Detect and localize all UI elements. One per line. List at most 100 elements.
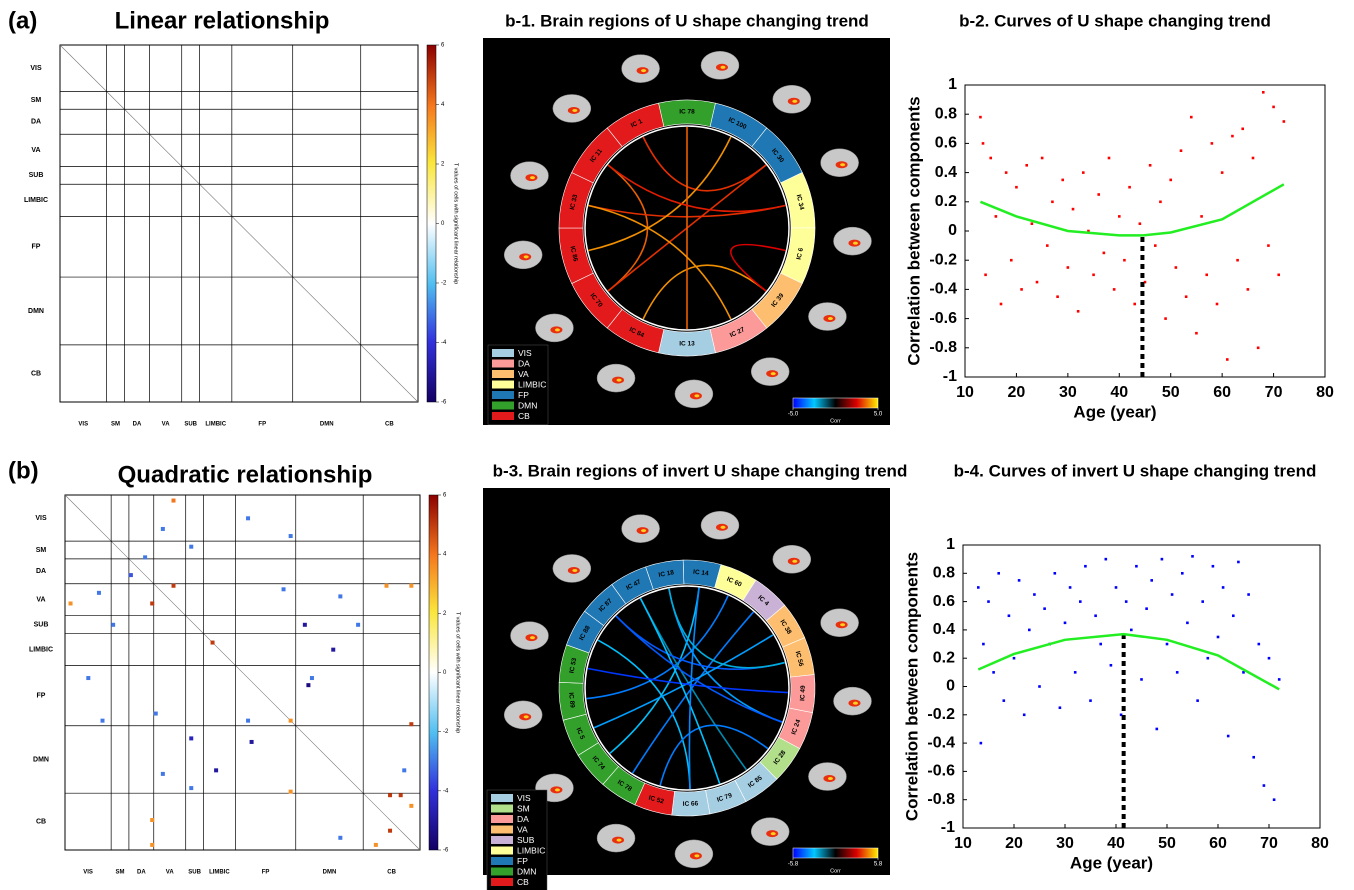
x-tick-label: 70 xyxy=(1260,835,1278,852)
scatter-point xyxy=(1277,274,1280,277)
matrix-cell xyxy=(211,641,215,645)
col-network-label: VA xyxy=(166,870,175,876)
scatter-point xyxy=(1273,798,1276,801)
scatter-point xyxy=(1247,593,1250,596)
row-network-label: VIS xyxy=(30,65,42,72)
y-tick-label: -0.2 xyxy=(927,706,955,723)
colorbar xyxy=(429,495,438,850)
row-network-label: DA xyxy=(31,119,41,126)
scatter-point xyxy=(1262,91,1265,94)
scatter-point xyxy=(1185,295,1188,298)
segment-label: IC 78 xyxy=(679,109,695,116)
scatter-point xyxy=(1205,274,1208,277)
scatter-point xyxy=(1025,164,1028,167)
chart-title: b-3. Brain regions of invert U shape cha… xyxy=(493,461,908,480)
row-network-label: CB xyxy=(36,818,46,825)
scatter-point xyxy=(1175,266,1178,269)
scatter-point xyxy=(1247,288,1250,291)
segment-label: IC 49 xyxy=(799,685,807,701)
matrix-cell xyxy=(306,683,310,687)
scatter-point xyxy=(1082,171,1085,174)
legend-label: SUB xyxy=(517,835,535,845)
legend-label: FP xyxy=(518,390,529,400)
scatter-point xyxy=(1008,614,1011,617)
col-network-label: FP xyxy=(258,422,266,428)
segment-label: IC 13 xyxy=(679,341,695,348)
brain-activation xyxy=(853,702,858,705)
scatter-point xyxy=(1103,252,1106,255)
scatter-point xyxy=(1145,607,1148,610)
scatter-point xyxy=(1186,622,1189,625)
scatter-point xyxy=(1196,699,1199,702)
matrix-cell xyxy=(246,516,250,520)
brain-activation xyxy=(694,854,699,857)
scatter-point xyxy=(1200,215,1203,218)
y-tick-label: -0.8 xyxy=(927,791,955,808)
scatter-point xyxy=(1149,164,1152,167)
scatter-point xyxy=(1154,244,1157,247)
panel-label: (a) xyxy=(8,7,37,34)
colorbar-tick-label: -4 xyxy=(441,340,447,346)
colorbar-tick-label: -4 xyxy=(443,788,449,794)
chart-title: Quadratic relationship xyxy=(118,461,373,488)
row-network-label: DMN xyxy=(28,308,44,315)
figure: (a) (b) VISVISSMSMDADAVAVASUBSUBLIMBICLI… xyxy=(0,0,1354,890)
matrix-cell xyxy=(388,793,392,797)
scatter-point xyxy=(1263,784,1266,787)
scatter-point xyxy=(989,157,992,160)
scatter-point xyxy=(1195,332,1198,335)
scatter-point xyxy=(1031,222,1034,225)
scatter-point xyxy=(1139,222,1142,225)
legend-label: LIMBIC xyxy=(517,845,545,855)
colorbar-label: Corr xyxy=(830,418,841,424)
scatter-point xyxy=(1252,157,1255,160)
scatter-point xyxy=(1128,186,1131,189)
legend-label: DMN xyxy=(517,866,536,876)
x-axis-label: Age (year) xyxy=(1070,853,1153,872)
scatter-point xyxy=(1267,244,1270,247)
scatter-point xyxy=(982,142,985,145)
brain-activation xyxy=(530,176,535,179)
scatter-point xyxy=(1222,586,1225,589)
legend-swatch xyxy=(491,878,513,886)
scatter-point xyxy=(1018,579,1021,582)
y-tick-label: 0 xyxy=(946,678,955,695)
scatter-point xyxy=(1033,593,1036,596)
brain-activation xyxy=(530,636,535,639)
col-network-label: SM xyxy=(116,870,125,876)
matrix-cell xyxy=(214,768,218,772)
colorbar-tick-label: 5.8 xyxy=(874,862,883,868)
matrix-cell xyxy=(374,843,378,847)
matrix-cell xyxy=(399,793,403,797)
col-network-label: LIMBIC xyxy=(205,422,226,428)
matrix-cell xyxy=(282,587,286,591)
matrix-cell xyxy=(310,676,314,680)
matrix-cell xyxy=(246,719,250,723)
scatter-point xyxy=(1232,614,1235,617)
y-tick-label: 0 xyxy=(948,222,957,239)
y-tick-label: 0.6 xyxy=(933,593,955,610)
scatter-point xyxy=(1043,607,1046,610)
y-tick-label: -0.8 xyxy=(929,339,957,356)
scatter-point xyxy=(1207,657,1210,660)
legend-label: VIS xyxy=(517,793,531,803)
legend-label: FP xyxy=(517,856,528,866)
brain-activation xyxy=(840,623,845,626)
legend-label: CB xyxy=(518,411,530,421)
scatter-point xyxy=(1171,593,1174,596)
scatter-point xyxy=(1164,317,1167,320)
x-tick-label: 20 xyxy=(1008,384,1026,401)
scatter-point xyxy=(997,572,1000,575)
scatter-point xyxy=(1013,657,1016,660)
x-tick-label: 40 xyxy=(1107,835,1125,852)
scatter-point xyxy=(1077,310,1080,313)
matrix-cell xyxy=(172,584,176,588)
x-tick-label: 50 xyxy=(1162,384,1180,401)
legend-label: VA xyxy=(518,369,529,379)
scatter-point xyxy=(1226,358,1229,361)
brain-activation xyxy=(572,569,577,572)
matrix-cell xyxy=(385,584,389,588)
row-network-label: DMN xyxy=(33,756,49,763)
scatter-point xyxy=(1099,643,1102,646)
scatter-point xyxy=(1020,288,1023,291)
